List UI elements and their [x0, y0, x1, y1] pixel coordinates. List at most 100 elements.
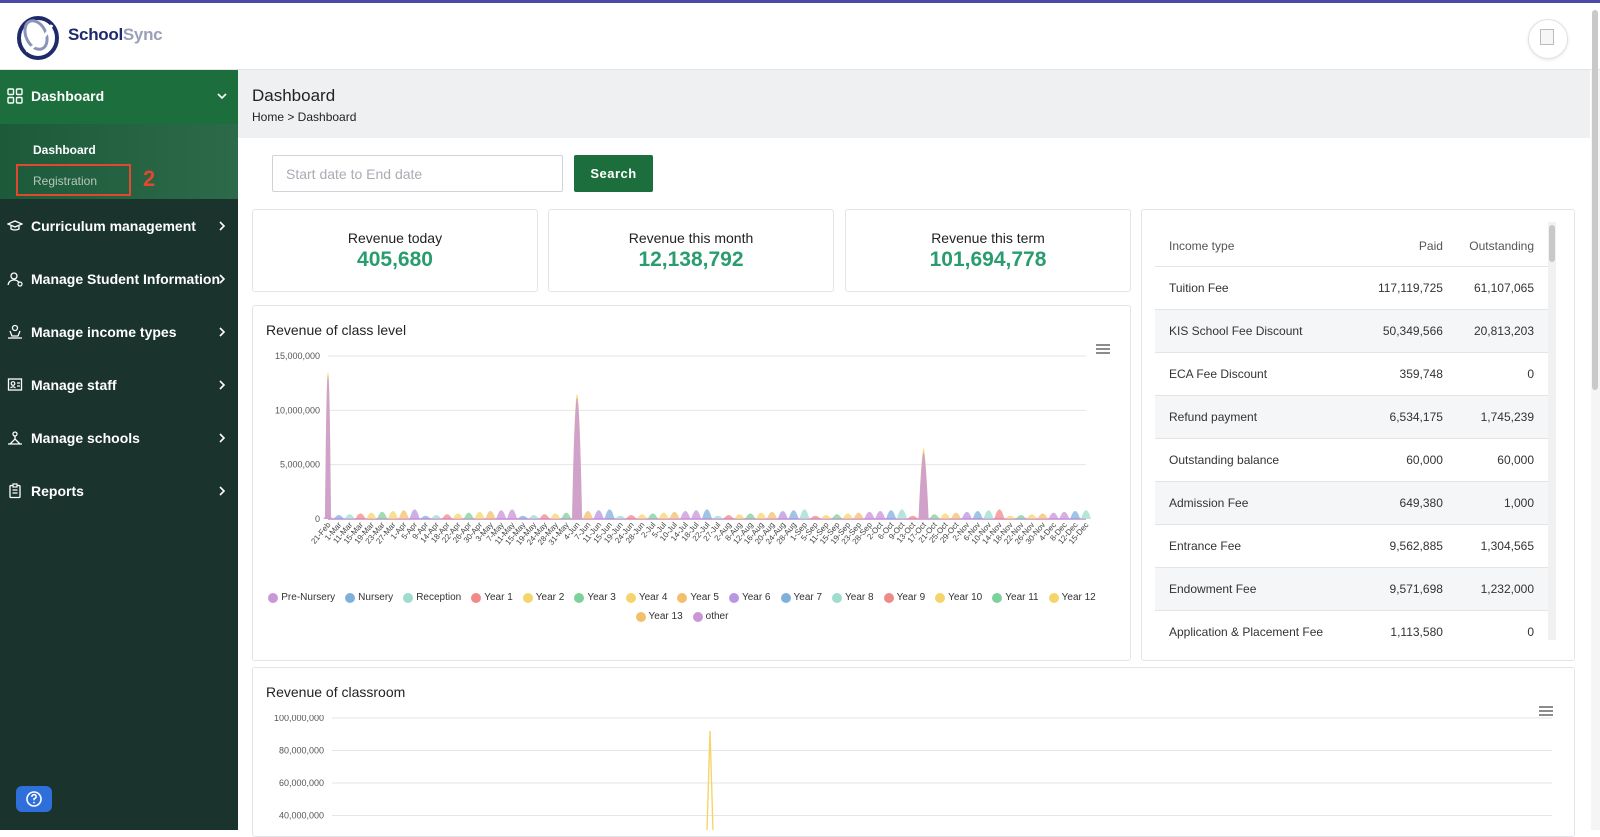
legend-label: Year 1 — [484, 592, 513, 603]
legend-item[interactable]: Nursery — [345, 592, 393, 603]
income-type-cell: Entrance Fee — [1155, 524, 1366, 568]
legend-item[interactable]: other — [692, 611, 728, 622]
income-type-cell: Endowment Fee — [1155, 567, 1366, 611]
brand-name[interactable]: SchoolSync — [68, 25, 163, 45]
classroom-chart: 100,000,000 80,000,000 60,000,000 40,000,00… — [274, 715, 1552, 830]
y-tick-label: 0 — [315, 514, 320, 524]
table-row[interactable]: Refund payment 6,534,175 1,745,239 — [1155, 395, 1548, 439]
legend-dot-icon — [728, 592, 739, 603]
paid-cell: 1,113,580 — [1365, 610, 1457, 640]
area-mark — [387, 511, 398, 519]
legend-item[interactable]: Year 8 — [832, 592, 874, 603]
area-mark — [1081, 510, 1091, 519]
legend-item[interactable]: Year 4 — [625, 592, 667, 603]
table-row[interactable]: KIS School Fee Discount 50,349,566 20,813,… — [1155, 309, 1548, 353]
money-hand-icon — [8, 324, 22, 339]
legend-item[interactable]: Year 5 — [677, 592, 719, 603]
table-row[interactable]: Entrance Fee 9,562,885 1,304,565 — [1155, 524, 1548, 568]
legend-item[interactable]: Year 1 — [471, 592, 513, 603]
table-row[interactable]: Tuition Fee 117,119,725 61,107,065 — [1155, 266, 1548, 310]
paid-cell: 359,748 — [1365, 352, 1457, 396]
sidebar-item-dashboard[interactable]: Dashboard — [0, 70, 238, 122]
income-type-cell: Outstanding balance — [1155, 438, 1366, 482]
area-mark — [875, 511, 886, 519]
area-mark — [723, 515, 734, 519]
legend-item[interactable]: Year 11 — [992, 592, 1039, 603]
legend-item[interactable]: Year 3 — [574, 592, 616, 603]
column-header[interactable]: Paid — [1365, 226, 1457, 267]
legend-item[interactable]: Year 2 — [522, 592, 564, 603]
schoolsync-logo-icon[interactable] — [16, 13, 60, 61]
table-scrollbar[interactable] — [1548, 222, 1556, 640]
sidebar-item-income-types[interactable]: Manage income types — [0, 306, 238, 358]
column-header[interactable]: Income type — [1155, 226, 1366, 267]
area-mark — [593, 510, 604, 519]
area-mark — [409, 509, 420, 519]
area-mark — [528, 515, 539, 519]
table-row[interactable]: ECA Fee Discount 359,748 0 — [1155, 352, 1548, 396]
sidebar-item-staff[interactable]: Manage staff — [0, 359, 238, 411]
legend-item[interactable]: Year 7 — [780, 592, 822, 603]
area-mark — [539, 514, 550, 519]
sidebar-submenu — [0, 124, 238, 199]
legend-item[interactable]: Year 9 — [883, 592, 926, 603]
search-button[interactable]: Search — [574, 155, 653, 192]
table-scrollbar-thumb[interactable] — [1549, 225, 1555, 262]
legend-item[interactable]: Pre-Nursery — [268, 592, 335, 603]
legend-dot-icon — [625, 592, 636, 603]
peak-area-mark — [325, 376, 331, 519]
sidebar-item-student-info[interactable]: Manage Student Information — [0, 253, 238, 305]
table-row[interactable]: Application & Placement Fee 1,113,580 0 — [1155, 610, 1548, 640]
legend-label: Year 8 — [845, 592, 874, 603]
peak-area-mark — [572, 398, 583, 519]
table-row[interactable]: Endowment Fee 9,571,698 1,232,000 — [1155, 567, 1548, 611]
chart-menu-icon[interactable] — [1096, 344, 1110, 354]
legend-label: Year 13 — [648, 611, 683, 622]
legend-item[interactable]: Year 6 — [728, 592, 771, 603]
sidebar-item-curriculum[interactable]: Curriculum management — [0, 200, 238, 252]
area-mark — [463, 512, 474, 519]
chart-menu-icon[interactable] — [1539, 706, 1553, 716]
area-mark — [994, 509, 1005, 519]
help-button[interactable] — [16, 786, 52, 812]
submenu-item-dashboard[interactable]: Dashboard — [33, 143, 96, 157]
income-table-viewport[interactable]: Income type Paid Outstanding Tuition Fee… — [1155, 226, 1548, 640]
page-scrollbar-thumb[interactable] — [1592, 10, 1598, 390]
legend-label: Year 9 — [896, 592, 926, 603]
legend-item[interactable]: Year 12 — [1048, 592, 1096, 603]
chart-title: Revenue of class level — [266, 322, 407, 338]
table-row[interactable]: Admission Fee 649,380 1,000 — [1155, 481, 1548, 525]
chevron-right-icon — [219, 486, 226, 496]
area-mark — [831, 514, 842, 519]
submenu-item-registration[interactable]: Registration — [33, 174, 98, 188]
sidebar-item-schools[interactable]: Manage schools — [0, 412, 238, 464]
column-header[interactable]: Outstanding — [1456, 226, 1548, 267]
chevron-right-icon — [219, 433, 226, 443]
stat-label: Revenue today — [347, 230, 443, 246]
legend-label: Pre-Nursery — [281, 592, 336, 603]
legend-item[interactable]: Reception — [403, 592, 461, 603]
page-scrollbar[interactable] — [1591, 70, 1600, 830]
page-title: Dashboard — [252, 86, 336, 105]
sidebar-item-reports[interactable]: Reports — [0, 465, 238, 517]
user-avatar[interactable] — [1528, 19, 1568, 59]
area-mark — [517, 515, 528, 519]
clipboard-icon — [9, 483, 21, 499]
class-level-chart-card — [252, 305, 1131, 661]
legend-item[interactable]: Year 13 — [635, 611, 683, 622]
income-type-cell: Refund payment — [1155, 395, 1366, 439]
legend-item[interactable]: Year 10 — [935, 592, 982, 603]
area-mark — [810, 515, 821, 519]
line-peak-mark — [706, 730, 714, 830]
y-tick-label: 15,000,000 — [275, 352, 320, 361]
area-mark — [951, 512, 962, 519]
area-mark — [377, 511, 388, 519]
breadcrumb[interactable]: Home > Dashboard — [252, 110, 357, 124]
peak-area-mark — [918, 452, 929, 519]
area-mark — [745, 513, 756, 519]
legend-label: Nursery — [358, 592, 394, 603]
table-row[interactable]: Outstanding balance 60,000 60,000 — [1155, 438, 1548, 482]
legend-dot-icon — [522, 592, 533, 603]
date-range-input[interactable] — [272, 155, 563, 192]
chevron-right-icon — [219, 274, 226, 284]
